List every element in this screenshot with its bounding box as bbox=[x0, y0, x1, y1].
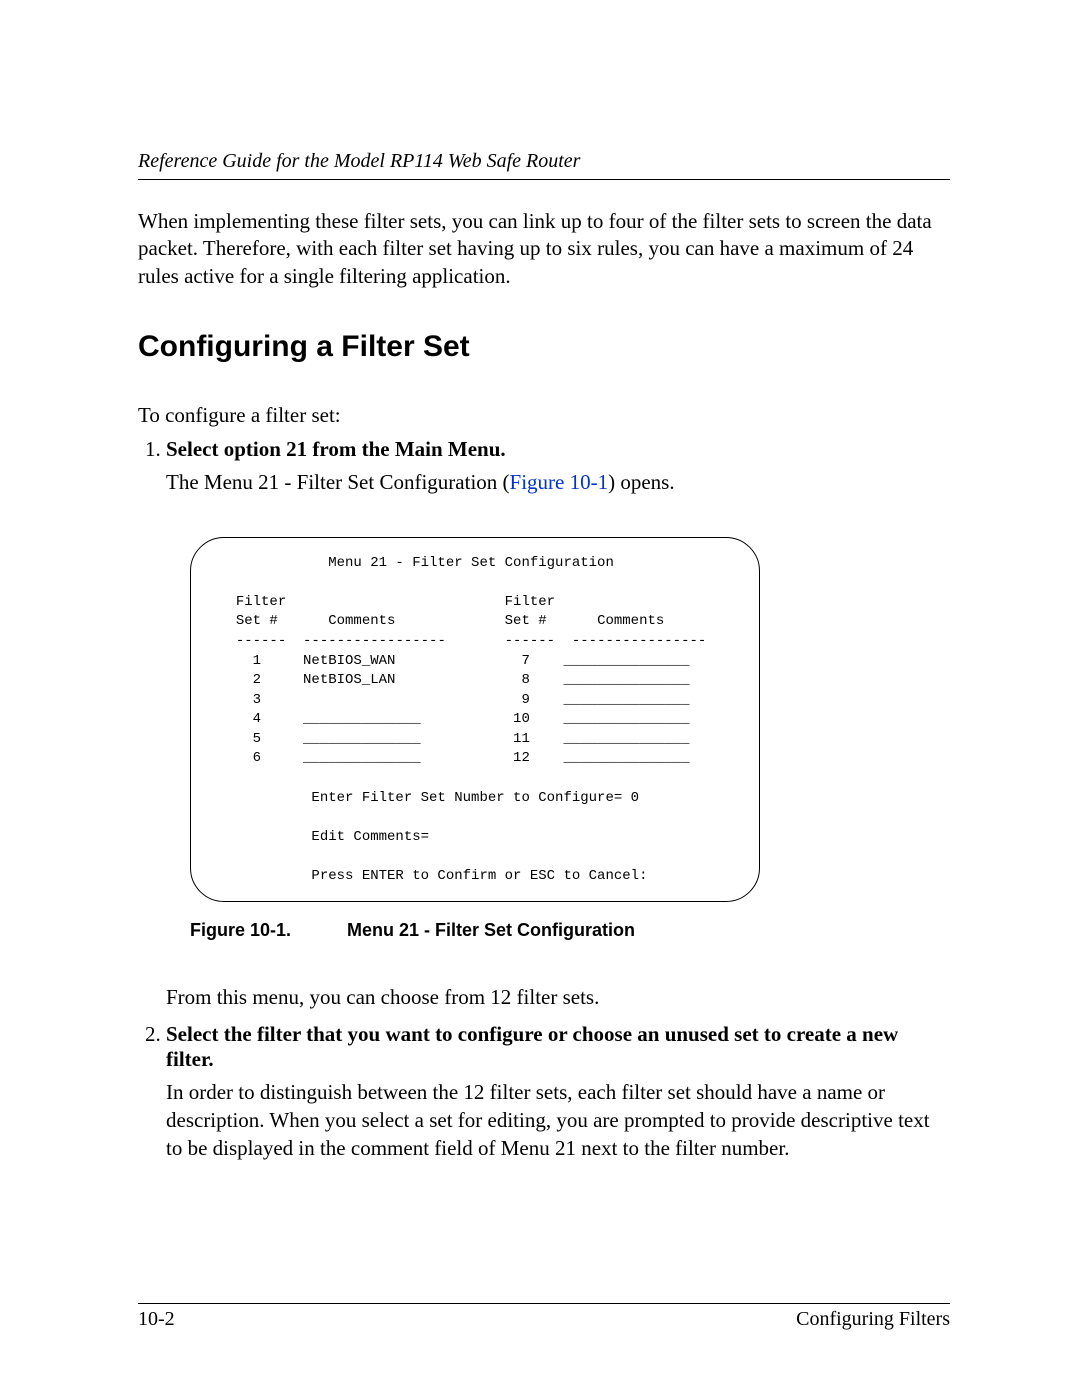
figure-title: Menu 21 - Filter Set Configuration bbox=[347, 920, 635, 940]
figure-caption: Figure 10-1. Menu 21 - Filter Set Config… bbox=[190, 920, 950, 941]
intro-paragraph: When implementing these filter sets, you… bbox=[138, 208, 950, 290]
step-1-body-prefix: The Menu 21 - Filter Set Configuration ( bbox=[166, 470, 510, 494]
step-2: Select the filter that you want to confi… bbox=[166, 1022, 950, 1163]
figure-link[interactable]: Figure 10-1 bbox=[510, 470, 609, 494]
after-figure-text: From this menu, you can choose from 12 f… bbox=[166, 985, 950, 1010]
lead-text: To configure a filter set: bbox=[138, 402, 950, 429]
terminal-row-4: 4 ______________ 10 _______________ bbox=[236, 711, 690, 727]
footer-chapter: Configuring Filters bbox=[796, 1308, 950, 1331]
terminal-row-3: 3 9 _______________ bbox=[236, 692, 690, 708]
terminal-figure: Menu 21 - Filter Set Configuration Filte… bbox=[190, 537, 950, 941]
step-2-body: In order to distinguish between the 12 f… bbox=[166, 1078, 950, 1163]
terminal-row-5: 5 ______________ 11 _______________ bbox=[236, 731, 690, 747]
terminal-row-1: 1 NetBIOS_WAN 7 _______________ bbox=[236, 653, 690, 669]
step-1-body: The Menu 21 - Filter Set Configuration (… bbox=[166, 468, 950, 496]
terminal-divider: ------ ----------------- ------ --------… bbox=[236, 633, 706, 649]
terminal-box: Menu 21 - Filter Set Configuration Filte… bbox=[190, 537, 760, 902]
terminal-title: Menu 21 - Filter Set Configuration bbox=[219, 555, 614, 571]
terminal-row-2: 2 NetBIOS_LAN 8 _______________ bbox=[236, 672, 690, 688]
footer-rule bbox=[138, 1303, 950, 1304]
terminal-row-6: 6 ______________ 12 _______________ bbox=[236, 750, 690, 766]
step-2-title: Select the filter that you want to confi… bbox=[166, 1022, 898, 1071]
header-rule bbox=[138, 179, 950, 180]
figure-label: Figure 10-1. bbox=[190, 920, 342, 941]
step-1-title: Select option 21 from the Main Menu. bbox=[166, 437, 506, 461]
section-heading: Configuring a Filter Set bbox=[138, 330, 950, 364]
page-footer: 10-2 Configuring Filters bbox=[138, 1303, 950, 1331]
step-1: Select option 21 from the Main Menu. The… bbox=[166, 437, 950, 1009]
terminal-edit: Edit Comments= bbox=[219, 829, 429, 845]
terminal-prompt: Enter Filter Set Number to Configure= 0 bbox=[219, 790, 639, 806]
terminal-header1: Filter Filter bbox=[236, 594, 555, 610]
step-1-body-suffix: ) opens. bbox=[608, 470, 675, 494]
header-title: Reference Guide for the Model RP114 Web … bbox=[138, 150, 950, 173]
steps-list: Select option 21 from the Main Menu. The… bbox=[138, 437, 950, 1162]
footer-page-number: 10-2 bbox=[138, 1308, 175, 1331]
terminal-header2: Set # Comments Set # Comments bbox=[236, 613, 664, 629]
terminal-confirm: Press ENTER to Confirm or ESC to Cancel: bbox=[219, 868, 647, 884]
